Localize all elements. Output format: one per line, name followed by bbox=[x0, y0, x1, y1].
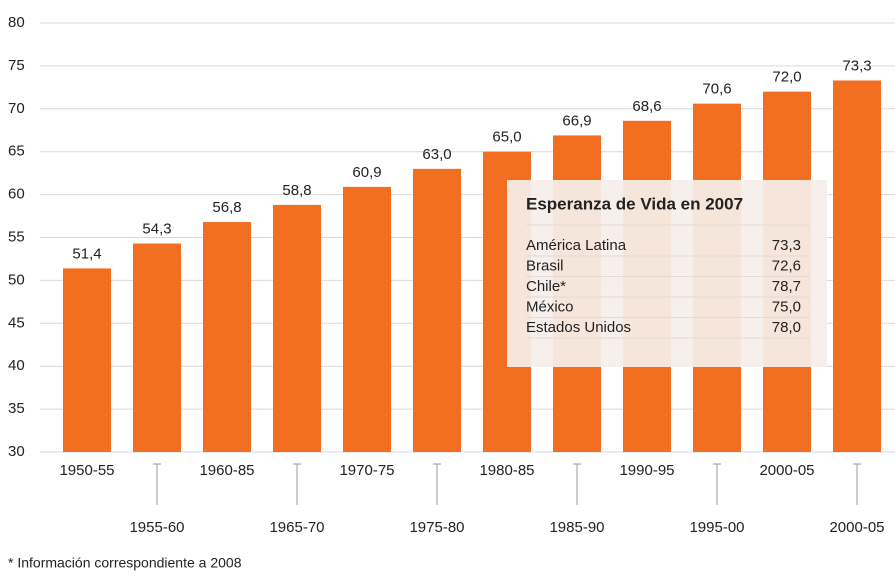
inset-row-name: Estados Unidos bbox=[526, 319, 631, 336]
y-tick-label: 65 bbox=[8, 143, 25, 160]
x-tick-label: 1960-85 bbox=[199, 462, 254, 479]
bar bbox=[63, 268, 111, 452]
x-tick-label: 1975-80 bbox=[409, 519, 464, 536]
value-label: 70,6 bbox=[702, 81, 731, 98]
y-tick-label: 75 bbox=[8, 57, 25, 74]
inset-row-value: 75,0 bbox=[772, 298, 801, 315]
y-tick-label: 45 bbox=[8, 314, 25, 331]
value-label: 73,3 bbox=[842, 57, 871, 74]
x-tick-label: 1970-75 bbox=[339, 462, 394, 479]
y-tick-label: 35 bbox=[8, 400, 25, 417]
y-tick-label: 80 bbox=[8, 14, 25, 31]
value-label: 63,0 bbox=[422, 146, 451, 163]
value-label: 66,9 bbox=[562, 112, 591, 129]
inset-row-value: 78,7 bbox=[772, 278, 801, 295]
inset-row-value: 73,3 bbox=[772, 237, 801, 254]
bar bbox=[203, 222, 251, 452]
x-tick-label: 2000-05 bbox=[759, 462, 814, 479]
x-tick-label: 1965-70 bbox=[269, 519, 324, 536]
x-tick-label: 1985-90 bbox=[549, 519, 604, 536]
x-tick-label: 1955-60 bbox=[129, 519, 184, 536]
value-label: 65,0 bbox=[492, 129, 521, 146]
x-tick-label: 2000-05 bbox=[829, 519, 884, 536]
inset-row-name: América Latina bbox=[526, 237, 627, 254]
inset-row-name: México bbox=[526, 298, 574, 315]
value-label: 51,4 bbox=[72, 245, 101, 262]
bar bbox=[273, 204, 321, 452]
inset-row-value: 72,6 bbox=[772, 257, 801, 274]
inset-row-name: Brasil bbox=[526, 257, 564, 274]
y-tick-label: 60 bbox=[8, 186, 25, 203]
footnote: * Información correspondiente a 2008 bbox=[8, 555, 242, 571]
bar bbox=[133, 243, 181, 452]
x-tick-label: 1980-85 bbox=[479, 462, 534, 479]
y-tick-label: 30 bbox=[8, 443, 25, 460]
y-tick-label: 40 bbox=[8, 357, 25, 374]
y-tick-label: 50 bbox=[8, 271, 25, 288]
bar bbox=[343, 186, 391, 453]
value-label: 60,9 bbox=[352, 164, 381, 181]
value-label: 72,0 bbox=[772, 69, 801, 86]
y-tick-label: 70 bbox=[8, 100, 25, 117]
inset-box bbox=[507, 180, 827, 367]
inset-row-name: Chile* bbox=[526, 278, 566, 295]
bar bbox=[833, 80, 881, 453]
inset-title: Esperanza de Vida en 2007 bbox=[526, 194, 743, 213]
inset-row-value: 78,0 bbox=[772, 319, 801, 336]
value-label: 68,6 bbox=[632, 98, 661, 115]
value-label: 58,8 bbox=[282, 182, 311, 199]
x-tick-label: 1950-55 bbox=[59, 462, 114, 479]
x-tick-label: 1990-95 bbox=[619, 462, 674, 479]
value-label: 56,8 bbox=[212, 199, 241, 216]
value-label: 54,3 bbox=[142, 220, 171, 237]
x-tick-label: 1995-00 bbox=[689, 519, 744, 536]
y-tick-label: 55 bbox=[8, 228, 25, 245]
bar bbox=[413, 168, 461, 453]
